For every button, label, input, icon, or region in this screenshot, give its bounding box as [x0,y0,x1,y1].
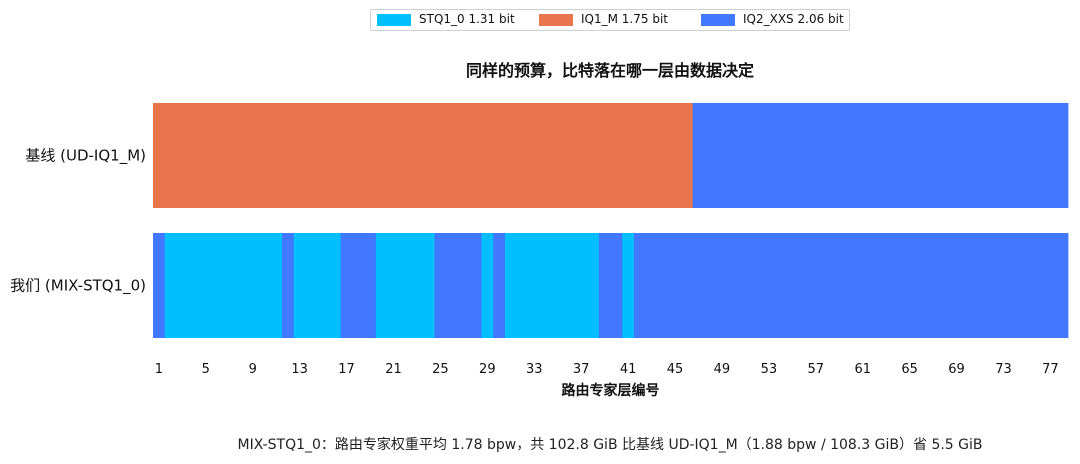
x-tick-label-17: 17 [338,362,355,377]
legend-label-iq2-xxs: IQ2_XXS 2.06 bit [743,12,844,26]
x-tick-label-9: 9 [249,362,257,377]
x-tick-label-5: 5 [202,362,210,377]
bar-segment-row1-3-stq1_0 [293,233,342,338]
x-tick-label-49: 49 [714,362,731,377]
x-tick-label-21: 21 [385,362,402,377]
chart-title: 同样的预算，比特落在哪一层由数据决定 [465,61,754,80]
bar-segment-row1-5-stq1_0 [375,233,435,338]
bar-segment-row1-7-stq1_0 [481,233,494,338]
chart-plot: 基线 (UD-IQ1_M) 我们 (MIX-STQ1_0) 1 5 9 13 17 21 25 2… [10,103,1069,399]
x-tick-label-33: 33 [526,362,543,377]
bar-segment-row1-10-iq2_xxs [598,233,623,338]
x-tick-label-73: 73 [995,362,1012,377]
x-tick-label-45: 45 [667,362,684,377]
legend-swatch-stq1-0 [377,14,411,26]
row-label-0: 基线 (UD-IQ1_M) [25,147,146,166]
x-tick-label-41: 41 [620,362,637,377]
row-label-1: 我们 (MIX-STQ1_0) [10,277,146,296]
legend-swatch-iq2-xxs [701,14,735,26]
x-tick-label-1: 1 [155,362,163,377]
x-tick-label-25: 25 [432,362,449,377]
legend-label-iq1-m: IQ1_M 1.75 bit [581,12,668,26]
legend-swatch-iq1-m [539,14,573,26]
x-tick-label-53: 53 [761,362,778,377]
bar-segment-row1-8-iq2_xxs [493,233,506,338]
bar-segment-row1-12-iq2_xxs [633,233,1069,338]
bar-segment-row1-4-iq2_xxs [340,233,377,338]
x-tick-label-29: 29 [479,362,496,377]
bar-segment-row1-11-stq1_0 [622,233,635,338]
x-tick-label-61: 61 [854,362,871,377]
x-tick-label-69: 69 [948,362,965,377]
x-tick-label-57: 57 [808,362,825,377]
bar-segment-row0-1-iq2_xxs [692,103,1069,208]
legend-label-stq1-0: STQ1_0 1.31 bit [419,12,515,26]
bar-segment-row1-0-iq2_xxs [153,233,166,338]
bar-segment-row1-2-iq2_xxs [282,233,295,338]
footnote: MIX-STQ1_0：路由专家权重平均 1.78 bpw，共 102.8 GiB… [237,437,983,453]
chart-legend: STQ1_0 1.31 bit IQ1_M 1.75 bit IQ2_XXS 2… [370,9,850,31]
bar-segment-row1-1-stq1_0 [164,233,283,338]
x-tick-label-13: 13 [291,362,308,377]
x-axis-label: 路由专家层编号 [562,382,660,399]
x-tick-label-37: 37 [573,362,590,377]
x-tick-label-65: 65 [901,362,918,377]
x-tick-label-77: 77 [1042,362,1059,377]
bar-segment-row1-9-stq1_0 [504,233,600,338]
bar-segment-row1-6-iq2_xxs [434,233,482,338]
bar-segment-row0-0-iq1_m [153,103,694,208]
